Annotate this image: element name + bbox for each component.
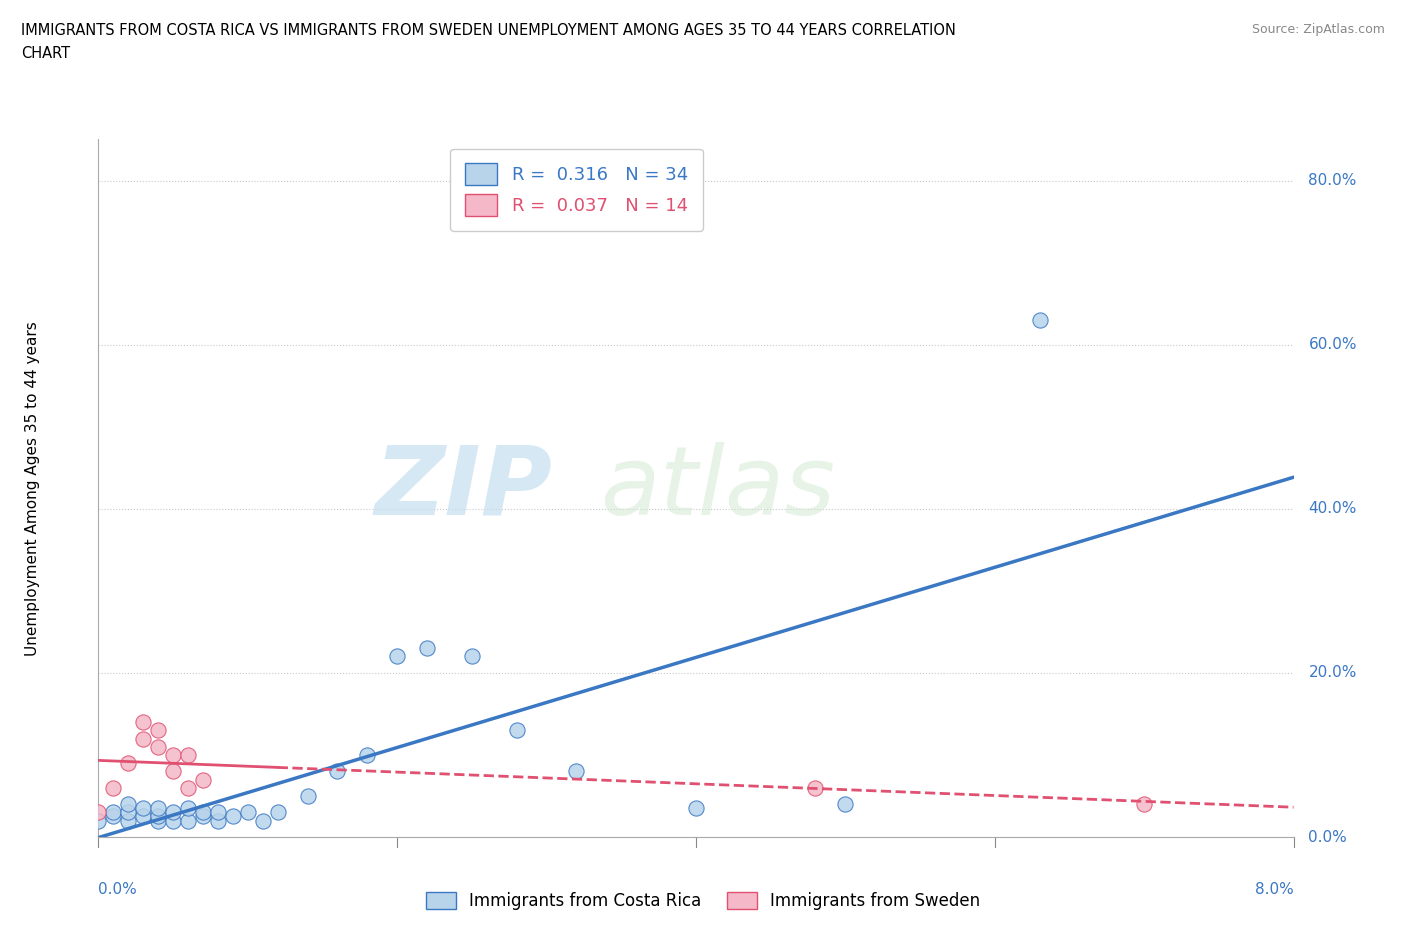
Point [103,780,125,795]
Point [416,641,439,656]
Point [132,714,155,729]
Point [804,780,827,795]
Text: 0.0%: 0.0% [1309,830,1347,844]
Text: 40.0%: 40.0% [1309,501,1357,516]
Point [87,805,110,820]
Point [177,813,200,828]
Point [685,801,707,816]
Text: CHART: CHART [21,46,70,61]
Text: Source: ZipAtlas.com: Source: ZipAtlas.com [1251,23,1385,36]
Legend: Immigrants from Costa Rica, Immigrants from Sweden: Immigrants from Costa Rica, Immigrants f… [419,885,987,917]
Point [132,731,155,746]
Text: 60.0%: 60.0% [1309,338,1357,352]
Text: Unemployment Among Ages 35 to 44 years: Unemployment Among Ages 35 to 44 years [25,321,41,656]
Point [222,809,245,824]
Point [191,772,214,787]
Point [207,813,229,828]
Point [191,805,214,820]
Point [162,748,184,763]
Point [356,748,378,763]
Text: 8.0%: 8.0% [1254,883,1294,897]
Point [148,809,170,824]
Point [1133,797,1156,812]
Point [385,649,409,664]
Point [117,756,139,771]
Point [177,801,200,816]
Point [1028,312,1050,327]
Text: 0.0%: 0.0% [98,883,138,897]
Point [461,649,484,664]
Text: 20.0%: 20.0% [1309,665,1357,681]
Text: 80.0%: 80.0% [1309,173,1357,188]
Point [162,764,184,778]
Point [148,801,170,816]
Point [267,805,290,820]
Point [207,805,229,820]
Text: ZIP: ZIP [374,442,553,535]
Point [834,797,856,812]
Point [162,813,184,828]
Point [236,805,259,820]
Point [162,805,184,820]
Point [117,805,139,820]
Point [132,809,155,824]
Point [117,797,139,812]
Point [132,801,155,816]
Point [103,809,125,824]
Point [148,813,170,828]
Point [565,764,588,778]
Point [148,739,170,754]
Point [87,813,110,828]
Legend: R =  0.316   N = 34, R =  0.037   N = 14: R = 0.316 N = 34, R = 0.037 N = 14 [450,149,703,231]
Point [177,780,200,795]
Point [297,789,319,804]
Text: IMMIGRANTS FROM COSTA RICA VS IMMIGRANTS FROM SWEDEN UNEMPLOYMENT AMONG AGES 35 : IMMIGRANTS FROM COSTA RICA VS IMMIGRANTS… [21,23,956,38]
Point [103,805,125,820]
Point [148,723,170,737]
Point [252,813,274,828]
Point [326,764,349,778]
Text: atlas: atlas [600,442,835,535]
Point [506,723,529,737]
Point [191,809,214,824]
Point [177,748,200,763]
Point [117,813,139,828]
